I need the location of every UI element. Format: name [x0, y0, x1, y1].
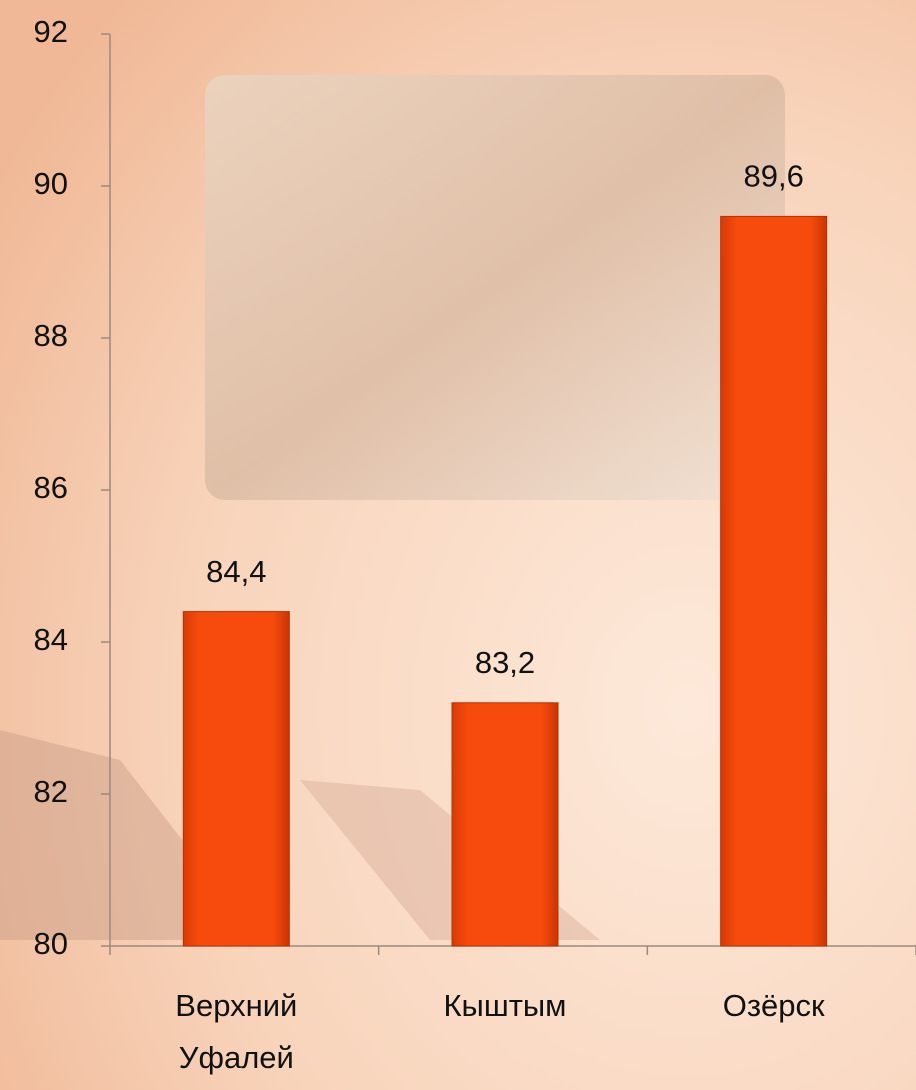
y-tick-label: 88: [34, 318, 68, 353]
value-label: 83,2: [475, 645, 535, 680]
bar: [182, 611, 290, 947]
y-tick-label: 92: [34, 14, 68, 49]
bar: [451, 702, 559, 947]
y-tick-label: 86: [34, 470, 68, 505]
value-label: 89,6: [743, 159, 803, 194]
y-tick-label: 90: [34, 166, 68, 201]
bar: [720, 215, 828, 947]
y-tick-label: 84: [34, 622, 68, 657]
x-tick-label: Озёрск: [723, 988, 825, 1023]
x-tick-label: Верхний Уфалей: [175, 988, 297, 1075]
x-tick-label: Кыштым: [443, 988, 566, 1023]
y-tick-label: 82: [34, 774, 68, 809]
value-label: 84,4: [206, 554, 266, 589]
photo: [205, 75, 785, 500]
y-tick-label: 80: [34, 926, 68, 961]
